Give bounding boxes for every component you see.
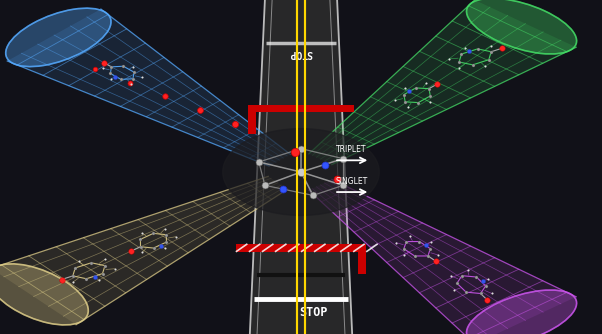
Ellipse shape: [467, 0, 577, 54]
Text: STOP: STOP: [299, 306, 327, 319]
Ellipse shape: [0, 264, 88, 325]
Ellipse shape: [5, 8, 111, 66]
Bar: [358, 252, 366, 274]
Bar: [236, 244, 366, 252]
Text: TRIPLET: TRIPLET: [336, 145, 367, 154]
Bar: [248, 105, 354, 112]
Polygon shape: [250, 0, 352, 334]
Polygon shape: [7, 9, 290, 166]
Bar: [248, 112, 256, 134]
Text: SINGLET: SINGLET: [336, 177, 368, 186]
Text: STOP: STOP: [289, 48, 313, 58]
Ellipse shape: [467, 290, 577, 334]
Polygon shape: [309, 0, 576, 165]
Polygon shape: [309, 179, 576, 334]
Circle shape: [223, 129, 379, 215]
Polygon shape: [0, 176, 288, 325]
